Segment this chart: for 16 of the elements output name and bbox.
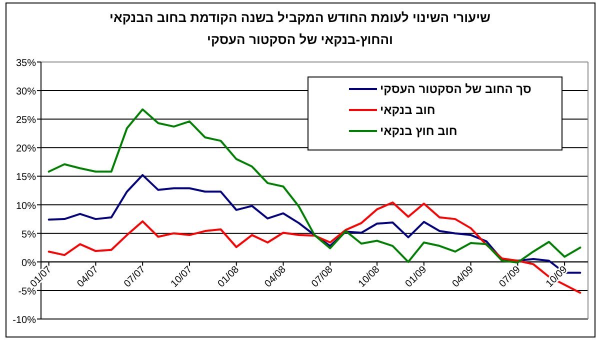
legend-label: חוב בנקאי xyxy=(380,103,436,117)
chart-subtitle: והחוץ-בנקאי של הסקטור העסקי xyxy=(207,32,393,47)
y-tick-label: 5% xyxy=(22,229,36,240)
legend-label: סך החוב של הסקטור העסקי xyxy=(380,82,532,96)
y-tick-label: 10% xyxy=(16,200,36,212)
y-tick-label: 15% xyxy=(16,172,36,184)
y-tick-label: 0% xyxy=(22,258,36,269)
y-tick-label: 30% xyxy=(16,86,36,98)
y-tick-label: 35% xyxy=(16,58,36,69)
y-tick-label: 25% xyxy=(16,115,36,126)
chart-title: שיעורי השינוי לעומת החודש המקביל בשנה הקודמת בחוב הבנקאי xyxy=(110,10,490,25)
line-series xyxy=(48,108,582,264)
y-tick-label: -5% xyxy=(18,286,36,298)
legend-label: חוב חוץ בנקאי xyxy=(380,124,458,138)
y-tick-label: 20% xyxy=(16,144,36,155)
y-tick-label: -10% xyxy=(12,315,36,326)
